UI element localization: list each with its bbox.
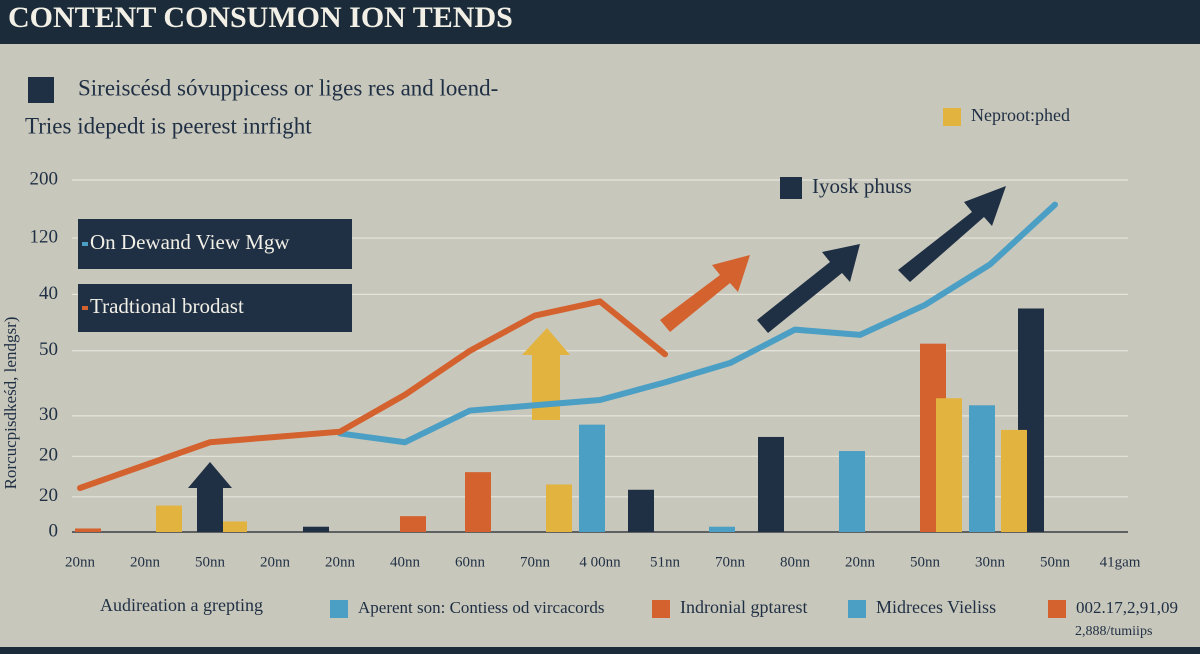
- y-tick-label: 120: [30, 226, 59, 247]
- x-tick-label: 20nn: [845, 554, 876, 570]
- legend-label: Tradtional brodast: [90, 294, 244, 318]
- x-tick-label: 30nn: [975, 554, 1006, 570]
- x-tick-label: 70nn: [520, 554, 551, 570]
- x-tick-label: 50nn: [910, 554, 941, 570]
- bar: [156, 505, 182, 532]
- x-axis-label: Audireation a grepting: [100, 595, 263, 615]
- legend-swatch: [652, 600, 670, 618]
- footnote: 2,888/tumiips: [1075, 624, 1152, 639]
- legend-box: [78, 284, 352, 332]
- subtitle: Tries idepedt is peerest inrfight: [25, 113, 312, 138]
- x-tick-label: 20nn: [325, 554, 356, 570]
- subtitle: Sireiscésd sóvuppicess or liges res and …: [78, 75, 498, 100]
- y-tick-label: 20: [39, 485, 58, 506]
- subtitle-marker: [28, 77, 54, 103]
- legend-label: Neproot:phed: [971, 105, 1070, 125]
- arrow: [188, 462, 232, 532]
- legend-label: 002.17,2,91,09: [1076, 598, 1178, 617]
- arrow: [660, 255, 750, 332]
- y-tick-label: 30: [39, 404, 58, 425]
- legend-label: Iyosk phuss: [812, 174, 912, 198]
- y-tick-label: 0: [49, 520, 59, 541]
- x-tick-label: 50nn: [195, 554, 226, 570]
- x-tick-label: 50nn: [1040, 554, 1071, 570]
- y-tick-label: 200: [30, 168, 59, 189]
- bar: [758, 436, 784, 532]
- x-tick-label: 41gam: [1100, 554, 1141, 570]
- arrow: [757, 244, 860, 333]
- bar: [709, 526, 735, 532]
- arrow: [898, 186, 1006, 282]
- bar: [546, 484, 572, 532]
- bar: [400, 516, 426, 532]
- line: [77, 298, 668, 491]
- footer-bar: [0, 647, 1200, 654]
- bar: [579, 424, 605, 532]
- legend-label: Indronial gptarest: [680, 597, 807, 617]
- legend-swatch: [330, 600, 348, 618]
- legend-label: On Dewand View Mgw: [90, 230, 290, 254]
- x-tick-label: 20nn: [130, 554, 161, 570]
- header-bar: [0, 0, 1200, 44]
- bar: [628, 489, 654, 532]
- bar: [1001, 429, 1027, 532]
- x-tick-label: 40nn: [390, 554, 421, 570]
- x-tick-label: 70nn: [715, 554, 746, 570]
- y-tick-label: 50: [39, 339, 58, 360]
- x-tick-label: 51nn: [650, 554, 681, 570]
- legend-swatch: [848, 600, 866, 618]
- bar: [221, 521, 247, 532]
- x-tick-label: 4 00nn: [579, 554, 621, 570]
- bar: [936, 398, 962, 532]
- chart-title: CONTENT CONSUMON ION TENDS: [8, 1, 513, 34]
- y-axis-label: Rorcucpisdkeśd, lendgsr): [1, 317, 20, 490]
- bar: [75, 528, 101, 532]
- bar: [303, 526, 329, 532]
- legend-box: [78, 219, 352, 269]
- legend-swatch: [943, 108, 961, 126]
- line: [337, 201, 1058, 446]
- y-tick-label: 20: [39, 445, 58, 466]
- x-tick-label: 20nn: [65, 554, 96, 570]
- x-tick-label: 60nn: [455, 554, 486, 570]
- legend-swatch: [1048, 600, 1066, 618]
- legend-label: Aperent son: Contiess od vircacords: [358, 598, 604, 617]
- arrow: [522, 328, 570, 420]
- y-tick-label: 40: [39, 283, 58, 304]
- legend-label: Midreces Vieliss: [876, 597, 996, 617]
- bar: [465, 472, 491, 532]
- bar: [839, 451, 865, 532]
- legend-swatch: [780, 177, 802, 199]
- x-tick-label: 20nn: [260, 554, 291, 570]
- x-tick-label: 80nn: [780, 554, 811, 570]
- bar: [969, 405, 995, 532]
